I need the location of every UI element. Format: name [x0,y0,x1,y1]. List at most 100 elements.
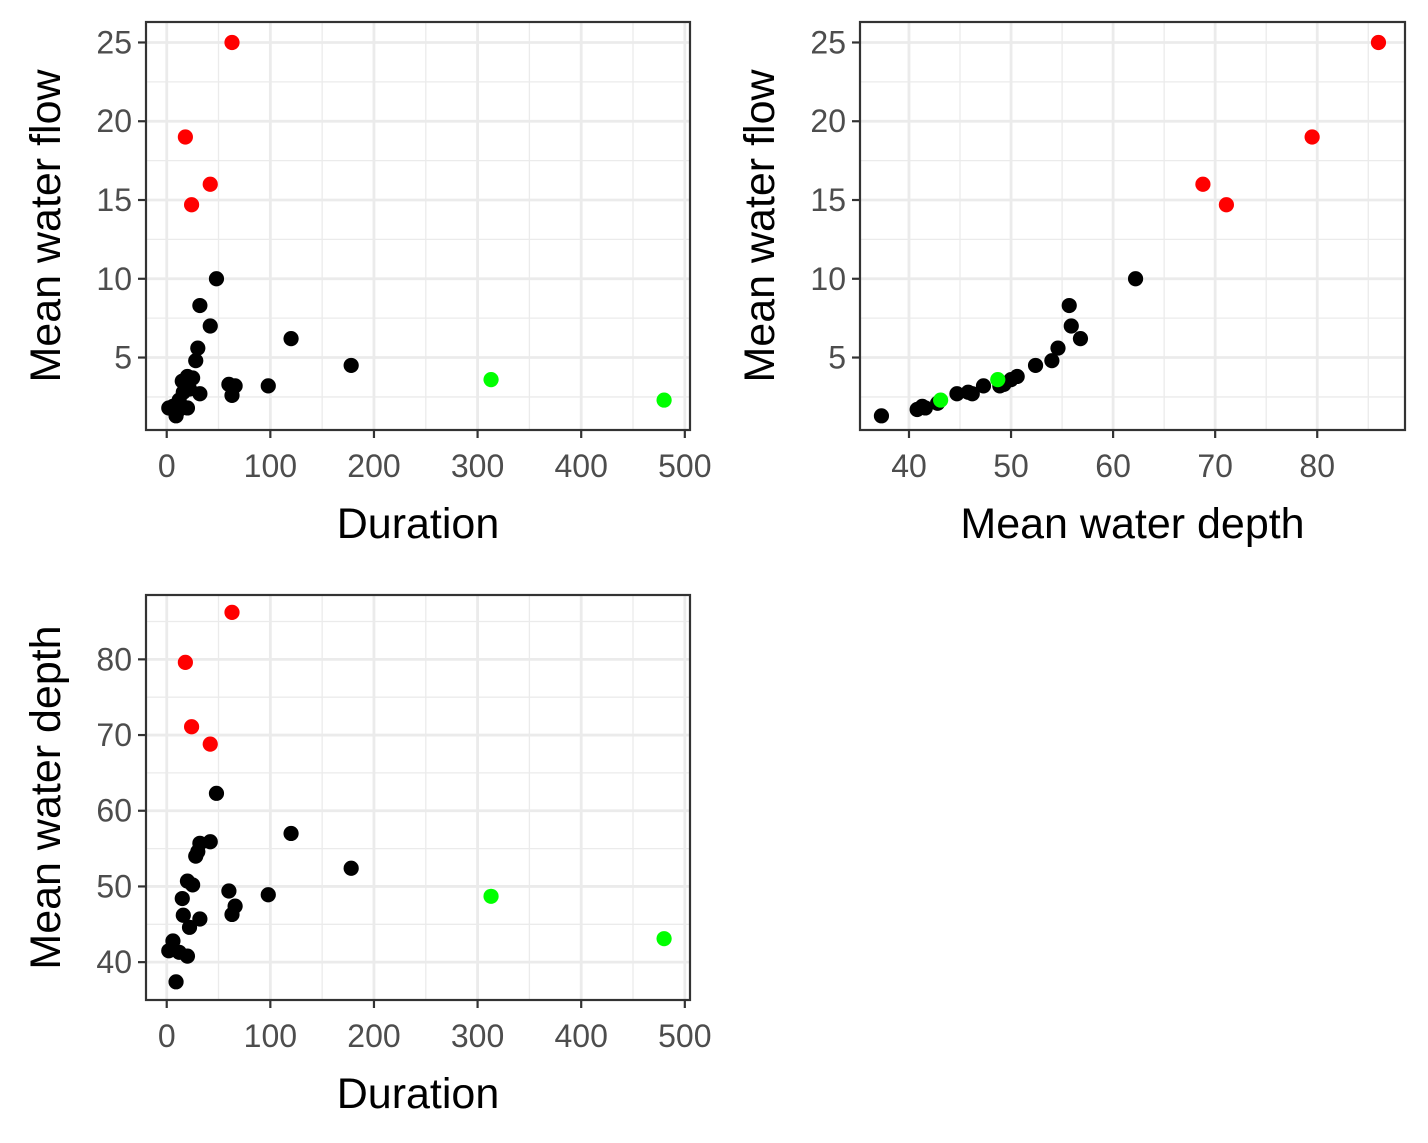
data-point-long [933,392,949,408]
data-point-default [283,825,299,842]
data-point-default [224,387,240,403]
x-tick-label: 500 [658,1018,711,1054]
panel-border [144,20,692,432]
x-tick-label: 400 [555,1018,608,1054]
data-point-high [1195,176,1211,192]
y-axis-title: Mean water depth [22,625,70,969]
data-point-default [168,408,184,424]
data-point-high [224,34,240,51]
chart-panel-1: 0 100 200 300 400 500 5 10 15 20 25 Duration Mean wa… [22,20,712,548]
x-tick-label: 50 [993,448,1029,484]
data-point-default [1050,340,1066,356]
data-point-default [185,877,201,893]
y-tick-label: 70 [96,717,132,753]
x-tick-label: 400 [555,448,608,484]
data-point-default [181,919,198,935]
data-point-high [183,197,200,213]
data-point-default [1061,297,1077,314]
data-point-default [179,948,196,964]
y-tick-label: 80 [96,641,132,677]
y-tick-label: 25 [96,24,132,60]
data-point-default [221,883,237,899]
data-point-default [175,907,191,923]
data-point-high [1304,129,1320,145]
data-point-default [873,408,890,424]
y-tick-label: 50 [96,868,132,904]
data-point-high [177,129,193,145]
y-tick-label: 10 [810,261,846,297]
data-point-default [343,357,359,374]
y-tick-label: 20 [810,103,846,139]
data-point-default [208,785,225,801]
data-point-default [909,401,925,418]
y-axis-title: Mean water flow [22,69,70,383]
data-point-default [1027,357,1044,374]
x-tick-label: 200 [347,448,400,484]
x-axis-title: Duration [337,500,500,548]
chart-panel-3: 0 100 200 300 400 500 40 50 60 70 80 Duration Mean w… [22,593,712,1118]
chart-panel-2: 40 50 60 70 80 5 10 15 20 25 Mean water depth Mean … [736,20,1407,548]
panel-background [146,22,690,430]
data-point-high [202,736,218,752]
panel-border [144,593,692,1002]
x-tick-label: 500 [658,448,711,484]
x-tick-label: 40 [891,448,927,484]
data-point-default [188,848,204,864]
x-tick-label: 100 [244,1018,297,1054]
data-point-default [202,318,218,334]
data-point-default [960,384,976,400]
data-point-default [260,887,276,903]
x-tick-label: 300 [451,448,504,484]
x-axis-title: Duration [337,1070,500,1118]
y-tick-label: 25 [810,24,846,60]
data-point-default [192,386,208,402]
x-tick-label: 70 [1197,448,1233,484]
x-tick-label: 60 [1095,448,1131,484]
y-axis-title: Mean water flow [736,69,784,383]
data-point-high [183,719,200,735]
data-point-default [1127,271,1144,287]
data-point-default [975,378,992,394]
data-point-default [283,331,299,347]
data-point-high [1218,197,1234,213]
x-tick-label: 0 [158,448,176,484]
data-point-long [483,888,499,904]
data-point-default [188,353,204,369]
data-point-default [192,911,208,927]
data-point-high [224,604,240,621]
x-tick-label: 200 [347,1018,400,1054]
panel-background [146,595,690,1000]
y-tick-label: 40 [96,944,132,980]
data-point-long [990,371,1006,388]
y-tick-label: 15 [810,182,846,218]
panel-background [860,22,1405,430]
data-point-default [174,890,190,907]
data-point-long [483,371,499,388]
x-axis-title: Mean water depth [960,500,1304,548]
data-point-default [224,906,240,923]
x-tick-label: 100 [244,448,297,484]
data-point-default [208,271,225,287]
data-points [873,34,1387,424]
data-point-high [202,176,218,192]
data-point-default [949,386,965,402]
x-tick-label: 80 [1299,448,1335,484]
data-point-default [1044,353,1060,369]
panel-border [858,20,1407,432]
data-points [161,34,672,424]
data-point-default [260,378,276,394]
y-tick-label: 5 [828,340,846,376]
x-tick-label: 300 [451,1018,504,1054]
data-point-default [192,297,208,314]
data-point-default [190,340,206,356]
x-tick-label: 0 [158,1018,176,1054]
data-point-default [343,860,359,876]
y-tick-label: 5 [114,340,132,376]
data-point-high [1370,34,1387,51]
data-point-default [1063,318,1079,334]
data-point-long [656,392,672,408]
data-point-default [168,974,184,990]
data-point-default [1072,331,1089,347]
y-tick-label: 10 [96,261,132,297]
